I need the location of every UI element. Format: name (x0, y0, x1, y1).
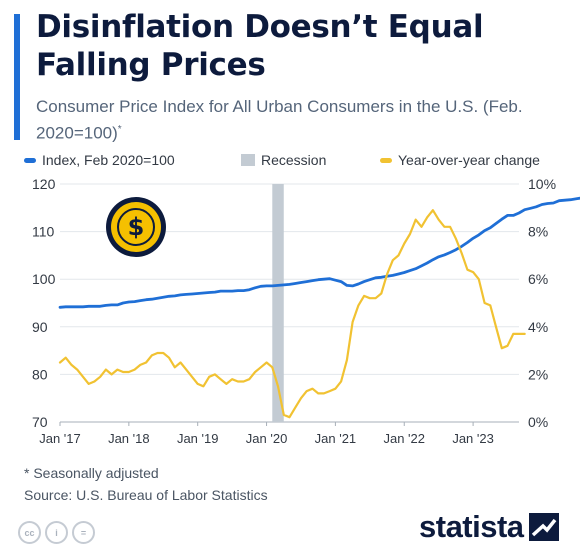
creative-commons-icon[interactable]: cc (18, 521, 41, 544)
legend-item-yoy: Year-over-year change (380, 149, 540, 171)
chart-subtitle: Consumer Price Index for All Urban Consu… (36, 95, 576, 145)
legend-label-recession: Recession (261, 152, 327, 168)
x-tick-label: Jan '20 (246, 431, 288, 446)
legend-item-recession: Recession (241, 149, 326, 171)
legend-label-index: Index, Feb 2020=100 (42, 152, 175, 168)
y-left-tick-label: 70 (32, 414, 48, 430)
y-axis-left-ticks: 70 80 90 100 110 120 (32, 176, 56, 430)
series-line-yoy (58, 209, 526, 419)
y-right-tick-label: 6% (528, 271, 548, 287)
y-left-tick-label: 80 (32, 366, 48, 382)
footnote: * Seasonally adjusted (24, 465, 159, 481)
x-tick-label: Jan '23 (452, 431, 494, 446)
recession-band (272, 184, 284, 422)
subtitle-text: Consumer Price Index for All Urban Consu… (36, 97, 523, 143)
recession-bar (272, 184, 284, 422)
x-tick-label: Jan '19 (177, 431, 219, 446)
title-accent-bar (14, 14, 20, 140)
source-note: Source: U.S. Bureau of Labor Statistics (24, 487, 268, 503)
chart-series (58, 196, 580, 419)
coin-dollar-glyph: $ (128, 213, 145, 241)
legend-swatch-index (24, 157, 36, 163)
y-right-tick-label: 10% (528, 176, 556, 192)
no-derivatives-icon[interactable]: = (72, 521, 95, 544)
y-right-tick-label: 4% (528, 319, 548, 335)
y-axis-right-ticks: 0% 2% 4% 6% 8% 10% (528, 176, 556, 430)
legend-item-index: Index, Feb 2020=100 (24, 149, 175, 171)
chart-title: Disinflation Doesn’t Equal Falling Price… (36, 9, 484, 83)
legend-label-yoy: Year-over-year change (398, 152, 540, 168)
chart-legend: Index, Feb 2020=100 Recession Year-over-… (24, 149, 569, 171)
statista-logo[interactable]: statista (419, 509, 559, 545)
x-tick-label: Jan '21 (315, 431, 357, 446)
y-left-tick-label: 90 (32, 319, 48, 335)
x-tick-label: Jan '18 (108, 431, 150, 446)
x-tick-label: Jan '22 (383, 431, 425, 446)
y-right-tick-label: 8% (528, 224, 548, 240)
y-right-tick-label: 0% (528, 414, 548, 430)
y-right-tick-label: 2% (528, 366, 548, 382)
attribution-icon[interactable]: i (45, 521, 68, 544)
y-left-tick-label: 110 (32, 224, 55, 240)
y-left-tick-label: 120 (32, 176, 56, 192)
license-icons: cc i = (18, 521, 95, 544)
subtitle-footnote-mark: * (117, 124, 122, 135)
x-tick-label: Jan '17 (39, 431, 81, 446)
legend-swatch-recession (241, 154, 255, 166)
brand-name: statista (419, 509, 524, 544)
x-axis-ticks: Jan '17 Jan '18 Jan '19 Jan '20 Jan '21 Jan '… (39, 422, 494, 446)
y-left-tick-label: 100 (32, 271, 56, 287)
dollar-coin-icon: $ (106, 197, 166, 257)
legend-swatch-yoy (380, 157, 392, 163)
statista-mark-icon (528, 513, 559, 541)
series-line-index (58, 196, 580, 309)
